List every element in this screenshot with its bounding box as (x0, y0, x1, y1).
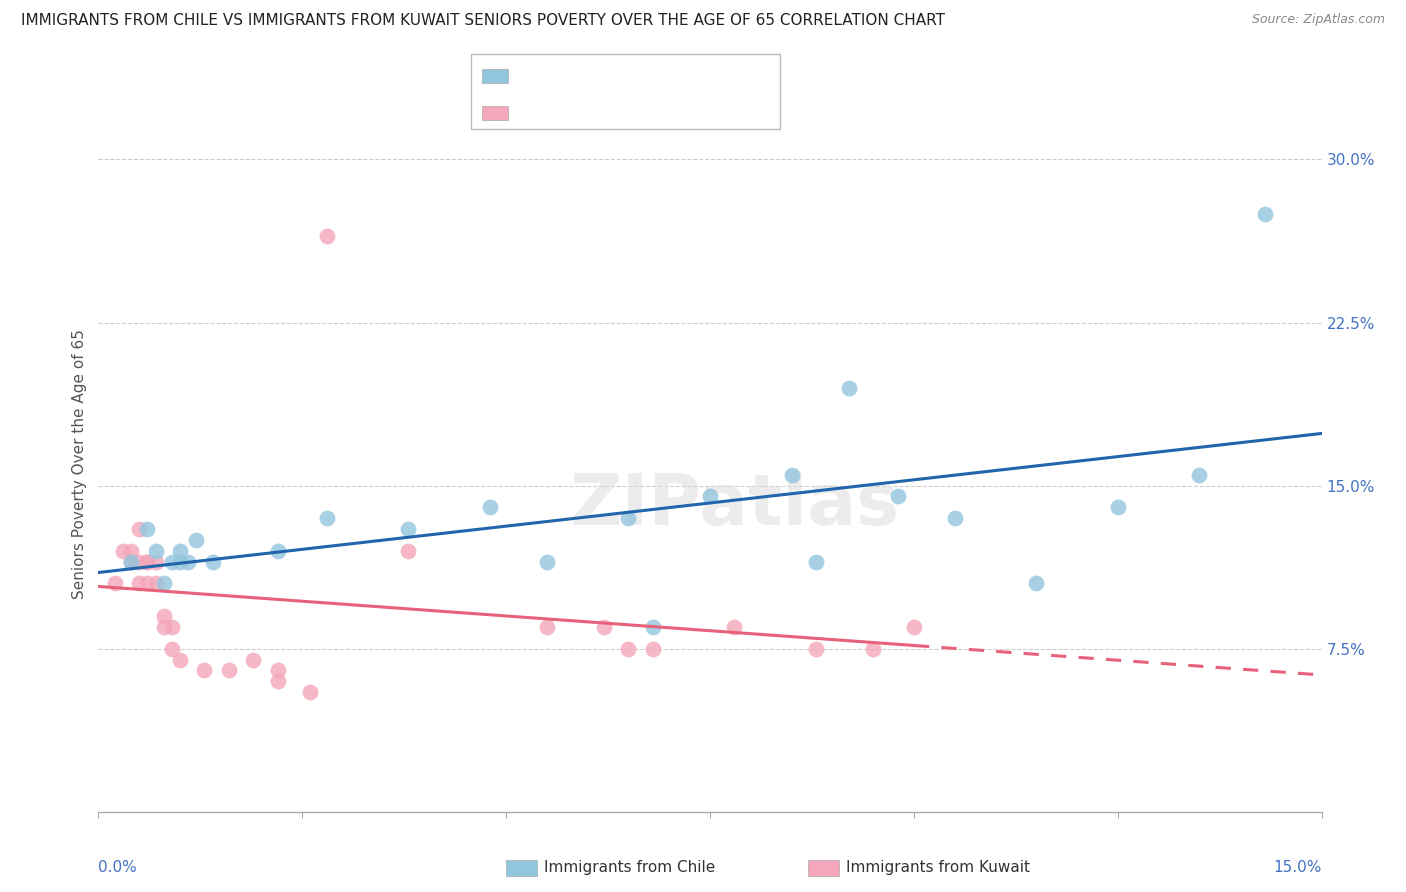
Point (152, 609, 174, 624)
Point (218, 664, 240, 678)
Text: Immigrants from Kuwait: Immigrants from Kuwait (846, 861, 1031, 875)
Point (617, 641, 640, 656)
Point (804, 555, 827, 569)
Point (152, 576, 174, 591)
Point (315, 511, 337, 525)
Text: 0.0%: 0.0% (98, 860, 138, 874)
Point (299, 685, 322, 699)
Point (177, 555, 200, 569)
Text: ZIPatlas: ZIPatlas (569, 471, 900, 540)
Point (169, 544, 191, 558)
Point (152, 620, 174, 634)
Point (1188, 467, 1211, 482)
Point (641, 641, 664, 656)
Point (267, 664, 290, 678)
Text: N =: N = (623, 104, 659, 122)
Point (136, 555, 159, 569)
Point (160, 641, 183, 656)
Text: Immigrants from Chile: Immigrants from Chile (544, 861, 716, 875)
Text: R =: R = (517, 104, 554, 122)
Point (699, 490, 721, 504)
Point (1025, 576, 1047, 591)
Point (169, 652, 191, 666)
Point (145, 555, 167, 569)
Point (886, 490, 908, 504)
Point (160, 620, 183, 634)
Point (478, 500, 501, 515)
Point (186, 533, 208, 547)
Point (128, 555, 150, 569)
Text: IMMIGRANTS FROM CHILE VS IMMIGRANTS FROM KUWAIT SENIORS POVERTY OVER THE AGE OF : IMMIGRANTS FROM CHILE VS IMMIGRANTS FROM… (21, 13, 945, 29)
Point (396, 544, 419, 558)
Point (267, 544, 290, 558)
Point (723, 620, 745, 634)
Point (120, 555, 142, 569)
Point (1253, 207, 1275, 221)
Text: 33: 33 (664, 104, 688, 122)
Point (396, 522, 419, 536)
Point (641, 620, 664, 634)
Text: R =: R = (517, 67, 554, 85)
Point (193, 664, 215, 678)
Point (136, 522, 159, 536)
Point (111, 544, 134, 558)
Point (593, 620, 616, 634)
Point (128, 576, 150, 591)
Y-axis label: Seniors Poverty Over the Age of 65: Seniors Poverty Over the Age of 65 (72, 329, 87, 599)
Point (267, 674, 290, 689)
Point (145, 576, 167, 591)
Point (120, 555, 142, 569)
Text: Source: ZipAtlas.com: Source: ZipAtlas.com (1251, 13, 1385, 27)
Point (903, 620, 925, 634)
Point (536, 620, 558, 634)
Point (104, 576, 127, 591)
Point (315, 228, 337, 243)
Point (136, 555, 159, 569)
Point (169, 555, 191, 569)
Point (242, 652, 264, 666)
Point (145, 544, 167, 558)
Text: -0.140: -0.140 (562, 104, 621, 122)
Text: N =: N = (623, 67, 659, 85)
Point (160, 555, 183, 569)
Point (120, 544, 142, 558)
Point (536, 555, 558, 569)
Point (136, 576, 159, 591)
Point (862, 641, 884, 656)
Point (804, 641, 827, 656)
Point (838, 381, 860, 395)
Text: 15.0%: 15.0% (1274, 860, 1322, 874)
Point (128, 522, 150, 536)
Text: 27: 27 (664, 67, 688, 85)
Point (617, 511, 640, 525)
Point (1107, 500, 1129, 515)
Point (780, 467, 803, 482)
Point (943, 511, 966, 525)
Point (201, 555, 224, 569)
Text: 0.400: 0.400 (562, 67, 614, 85)
